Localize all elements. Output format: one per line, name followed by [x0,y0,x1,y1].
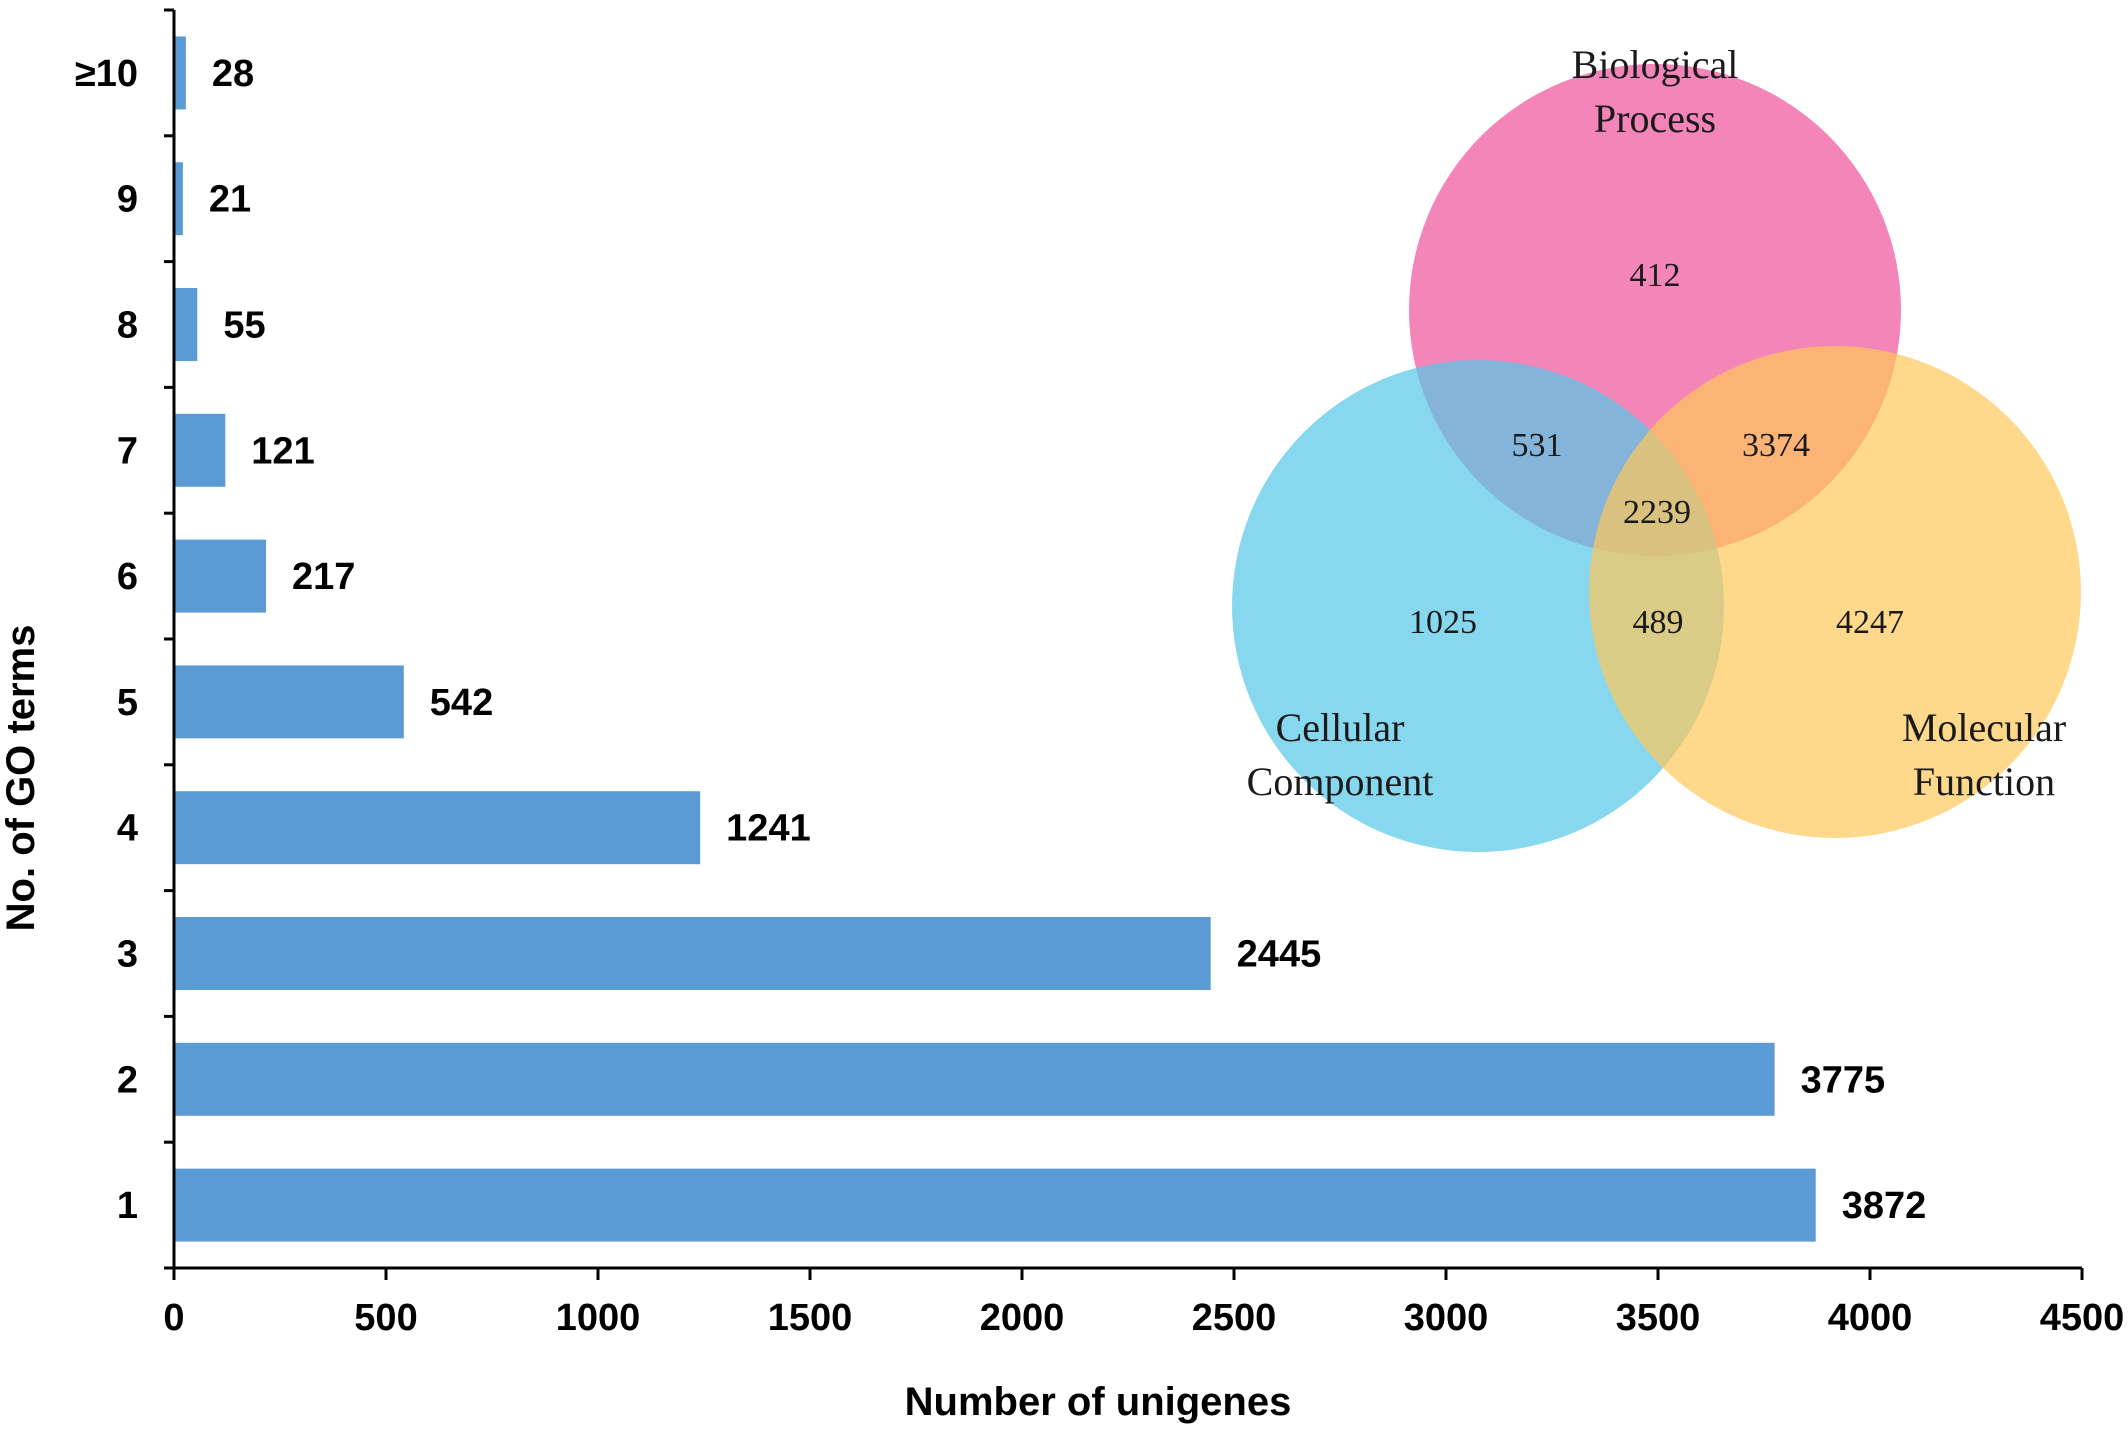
bar-7 [174,413,226,487]
axis-ticks: 1 2 3 4 5 6 7 8 9 ≥10 0 500 1000 1500 2000 2500 3000 3500… [75,8,2125,1339]
bar-data-label: 55 [223,305,265,347]
venn-count-all: 2239 [1623,494,1691,531]
venn-label-cc-line2: Component [1247,759,1434,804]
x-tick-label: 0 [163,1297,184,1339]
x-tick-label: 3000 [1404,1297,1489,1339]
venn-circle-molecular-function [1589,346,2081,838]
x-tick-label: 1500 [768,1297,853,1339]
venn-count-cc-mf: 489 [1633,604,1684,641]
venn-count-bp-mf: 3374 [1742,427,1810,464]
y-tick-label: 7 [117,430,138,472]
x-axis-title: Number of unigenes [905,1380,1292,1424]
bar-3 [174,917,1211,990]
bar-data-label: 217 [292,556,355,598]
venn-count-cc-only: 1025 [1409,604,1477,641]
bar-data-label: 3775 [1801,1059,1886,1101]
x-tick-label: 2000 [980,1297,1065,1339]
bar-5 [174,665,404,739]
x-tick-label: 2500 [1192,1297,1277,1339]
bar-chart: 3872 3775 2445 1241 542 217 121 55 21 28 [174,36,1927,1242]
venn-label-mf-line2: Function [1913,759,2055,804]
bar-9 [174,162,183,236]
bar-4 [174,791,701,865]
venn-count-bp-cc: 531 [1512,427,1563,464]
bar-data-label: 28 [212,53,254,95]
venn-label-mf-line1: Molecular [1902,705,2066,750]
bar-data-label: 3872 [1842,1185,1927,1227]
bar-1 [174,1168,1816,1242]
y-tick-label: 5 [117,682,138,724]
x-tick-label: 4500 [2040,1297,2125,1339]
y-axis-title: No. of GO terms [0,625,43,932]
venn-label-bp-line2: Process [1594,96,1716,141]
venn-count-bp-only: 412 [1630,257,1681,294]
x-tick-label: 500 [354,1297,417,1339]
y-tick-label: 6 [117,556,138,598]
x-tick-label: 4000 [1828,1297,1913,1339]
bar-data-label: 2445 [1237,934,1322,976]
bar-2 [174,1042,1775,1116]
bar-6 [174,539,267,613]
x-tick-label: 3500 [1616,1297,1701,1339]
venn-diagram: Biological Process Cellular Component Mo… [1232,42,2081,852]
bar-data-label: 121 [251,430,314,472]
bar-10 [174,36,186,110]
bar-8 [174,288,198,361]
y-tick-label: 2 [117,1059,138,1101]
venn-count-mf-only: 4247 [1836,604,1904,641]
y-tick-label: 1 [117,1185,138,1227]
x-tick-label: 1000 [556,1297,641,1339]
y-tick-label: 4 [117,808,138,850]
venn-circle-cellular-component [1232,360,1724,852]
bar-data-label: 542 [430,682,493,724]
y-tick-label: ≥10 [75,53,138,95]
venn-label-bp-line1: Biological [1572,42,1739,87]
bar-data-label: 21 [209,179,251,221]
y-tick-label: 3 [117,934,138,976]
venn-label-cc-line1: Cellular [1276,705,1405,750]
bar-data-label: 1241 [726,808,811,850]
y-tick-label: 9 [117,179,138,221]
y-tick-label: 8 [117,305,138,347]
